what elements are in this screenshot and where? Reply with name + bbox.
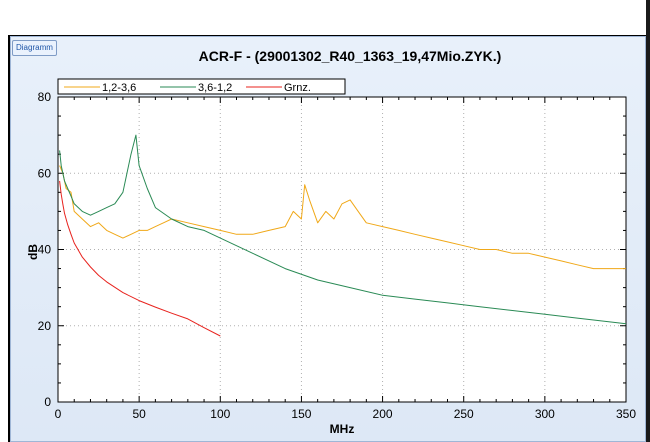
y-tick-label: 40 <box>38 243 52 257</box>
x-tick-label: 150 <box>291 407 311 421</box>
grid-lines <box>58 97 626 402</box>
y-tick-labels: 0 20 40 60 80 <box>38 90 52 409</box>
legend-box <box>57 78 346 95</box>
y-tick-label: 20 <box>38 319 52 333</box>
y-tick-label: 0 <box>44 395 51 409</box>
x-tick-labels: 0 50 100 150 200 250 300 350 <box>55 407 637 421</box>
y-tick-label: 60 <box>38 166 52 180</box>
window-frame-right <box>646 0 650 442</box>
legend: 1,2-3,6 3,6-1,2 Grnz. <box>57 78 346 95</box>
chart-title: ACR-F - (29001302_R40_1363_19,47Mio.ZYK.… <box>198 48 502 64</box>
x-tick-label: 0 <box>55 407 62 421</box>
x-tick-label: 300 <box>535 407 555 421</box>
legend-label-1: 1,2-3,6 <box>102 82 136 94</box>
window-header-area <box>8 0 646 36</box>
diagram-tab[interactable]: Diagramm <box>12 40 57 56</box>
window-frame-left <box>0 0 10 442</box>
legend-label-3: Grnz. <box>284 82 311 94</box>
x-tick-label: 200 <box>373 407 393 421</box>
series-line-3 <box>59 180 221 337</box>
y-axis-label: dB <box>26 244 40 260</box>
x-tick-label: 50 <box>132 407 146 421</box>
x-tick-label: 350 <box>616 407 636 421</box>
y-tick-label: 80 <box>38 90 52 104</box>
series-line-1 <box>59 165 626 270</box>
x-tick-label: 100 <box>210 407 230 421</box>
x-tick-label: 250 <box>454 407 474 421</box>
series-line-2 <box>59 134 627 325</box>
series-group <box>59 134 627 337</box>
legend-label-2: 3,6-1,2 <box>198 82 232 94</box>
x-axis-label: MHz <box>330 422 355 436</box>
